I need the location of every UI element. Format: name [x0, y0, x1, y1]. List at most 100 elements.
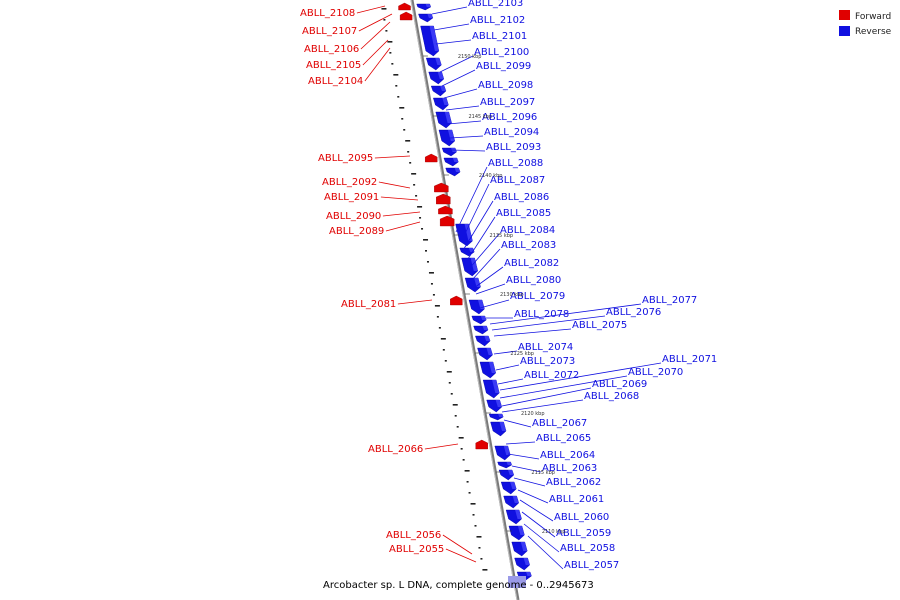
reverse-leader — [489, 303, 642, 325]
forward-gene-arrow — [425, 153, 438, 163]
forward-gene-arrow — [439, 215, 455, 227]
forward-gene-label: ABLL_2089 — [329, 226, 384, 237]
reverse-leader — [505, 441, 536, 445]
reverse-gene-label: ABLL_2070 — [628, 367, 683, 378]
gene-labels: ABLL_2108 ABLL_2107 ABLL_2106 ABLL_2105 ABLL… — [300, 0, 717, 571]
reverse-gene-shade — [447, 130, 455, 141]
reverse-leader — [431, 6, 468, 15]
scale-label: 2130 kbp — [500, 292, 524, 298]
reverse-gene-shade — [427, 14, 433, 18]
reverse-gene-label: ABLL_2061 — [549, 494, 604, 505]
reverse-gene-shade — [470, 258, 478, 271]
scale-label: 2125 kbp — [510, 351, 534, 357]
forward-gene-label: ABLL_2095 — [318, 153, 373, 164]
reverse-gene-shade — [508, 470, 514, 475]
forward-gene-label: ABLL_2090 — [326, 211, 381, 222]
reverse-gene-shade — [506, 462, 512, 465]
reverse-gene-label: ABLL_2076 — [606, 307, 661, 318]
forward-leader — [380, 196, 419, 201]
scale-labels: 2150 kbp 2145 kbp 2140 kbp 2135 kbp 2130 kbp… — [422, 54, 565, 535]
reverse-leader — [455, 166, 488, 233]
reverse-leader — [507, 453, 540, 460]
forward-gene-label: ABLL_2106 — [304, 44, 359, 55]
reverse-gene-label: ABLL_2086 — [494, 192, 549, 203]
reverse-gene-label: ABLL_2071 — [662, 354, 717, 365]
reverse-gene-shade — [488, 362, 496, 373]
reverse-gene-label: ABLL_2102 — [470, 15, 525, 26]
scale-label: 2145 kbp — [468, 114, 492, 120]
reverse-gene-shade — [495, 400, 502, 407]
reverse-gene-label: ABLL_2094 — [484, 127, 539, 138]
forward-leader — [378, 181, 411, 189]
reverse-gene-shade — [444, 112, 452, 123]
forward-leader — [442, 534, 473, 555]
forward-leader — [424, 443, 459, 450]
reverse-leader — [499, 362, 662, 391]
reverse-gene-label: ABLL_2073 — [520, 356, 575, 367]
reverse-gene-label: ABLL_2067 — [532, 418, 587, 429]
reverse-leader — [511, 465, 542, 473]
forward-leader — [445, 548, 477, 563]
reverse-leader — [479, 299, 510, 309]
reverse-gene-shade — [526, 572, 532, 576]
forward-leader — [397, 299, 433, 305]
reverse-gene-label: ABLL_2065 — [536, 433, 591, 444]
forward-gene-label: ABLL_2107 — [302, 26, 357, 37]
scale-label: 2120 kbp — [521, 411, 545, 417]
reverse-gene-shade — [492, 380, 500, 393]
forward-leader — [358, 13, 393, 32]
reverse-gene-label: ABLL_2069 — [592, 379, 647, 390]
reverse-gene-shade — [523, 558, 530, 565]
forward-leader — [356, 5, 386, 14]
reverse-gene-label: ABLL_2100 — [474, 47, 529, 58]
reverse-leader — [475, 283, 506, 295]
reverse-gene-label: ABLL_2085 — [496, 208, 551, 219]
forward-gene-label: ABLL_2108 — [300, 8, 355, 19]
forward-gene-label: ABLL_2091 — [324, 192, 379, 203]
reverse-gene-shade — [498, 414, 504, 417]
reverse-gene-label: ABLL_2079 — [510, 291, 565, 302]
reverse-leader — [493, 350, 518, 355]
forward-leader — [364, 47, 391, 82]
forward-gene-label: ABLL_2066 — [368, 444, 423, 455]
reverse-leader — [443, 88, 478, 99]
forward-gene-label: ABLL_2055 — [389, 544, 444, 555]
legend: Forward Reverse — [839, 10, 892, 37]
forward-strand-genes — [398, 2, 488, 450]
reverse-gene-label: ABLL_2078 — [514, 309, 569, 320]
reverse-gene-shade — [499, 422, 507, 431]
reverse-leader — [519, 499, 554, 522]
label-leader-lines — [356, 5, 662, 570]
reverse-gene-shade — [510, 482, 517, 489]
reverse-strand-genes — [416, 3, 532, 581]
reverse-gene-shade — [437, 72, 444, 79]
reverse-leader — [503, 419, 532, 428]
reverse-gene-shade — [464, 224, 473, 241]
reverse-gene-label: ABLL_2063 — [542, 463, 597, 474]
forward-gene-label: ABLL_2104 — [308, 76, 363, 87]
reverse-gene-shade — [429, 26, 439, 51]
reverse-leader — [491, 315, 606, 331]
reverse-gene-label: ABLL_2098 — [478, 80, 533, 91]
forward-guide-dots — [381, 8, 488, 571]
forward-gene-label: ABLL_2092 — [322, 177, 377, 188]
reverse-leader — [467, 233, 500, 271]
reverse-leader — [499, 375, 628, 399]
reverse-leader — [473, 266, 504, 289]
reverse-gene-label: ABLL_2082 — [504, 258, 559, 269]
reverse-leader — [495, 364, 520, 371]
reverse-leader — [461, 183, 490, 241]
reverse-leader — [451, 149, 486, 152]
reverse-leader — [501, 399, 584, 413]
forward-gene-arrow — [436, 193, 451, 205]
reverse-leader — [521, 511, 556, 538]
forward-gene-arrow — [434, 182, 449, 193]
reverse-gene-shade — [440, 86, 446, 91]
map-caption: Arcobacter sp. L DNA, complete genome - … — [323, 580, 594, 591]
forward-gene-arrow — [398, 2, 411, 11]
forward-leader — [385, 221, 421, 232]
reverse-leader — [449, 135, 484, 139]
reverse-gene-label: ABLL_2059 — [556, 528, 611, 539]
reverse-gene-shade — [442, 98, 449, 105]
reverse-gene-label: ABLL_2080 — [506, 275, 561, 286]
